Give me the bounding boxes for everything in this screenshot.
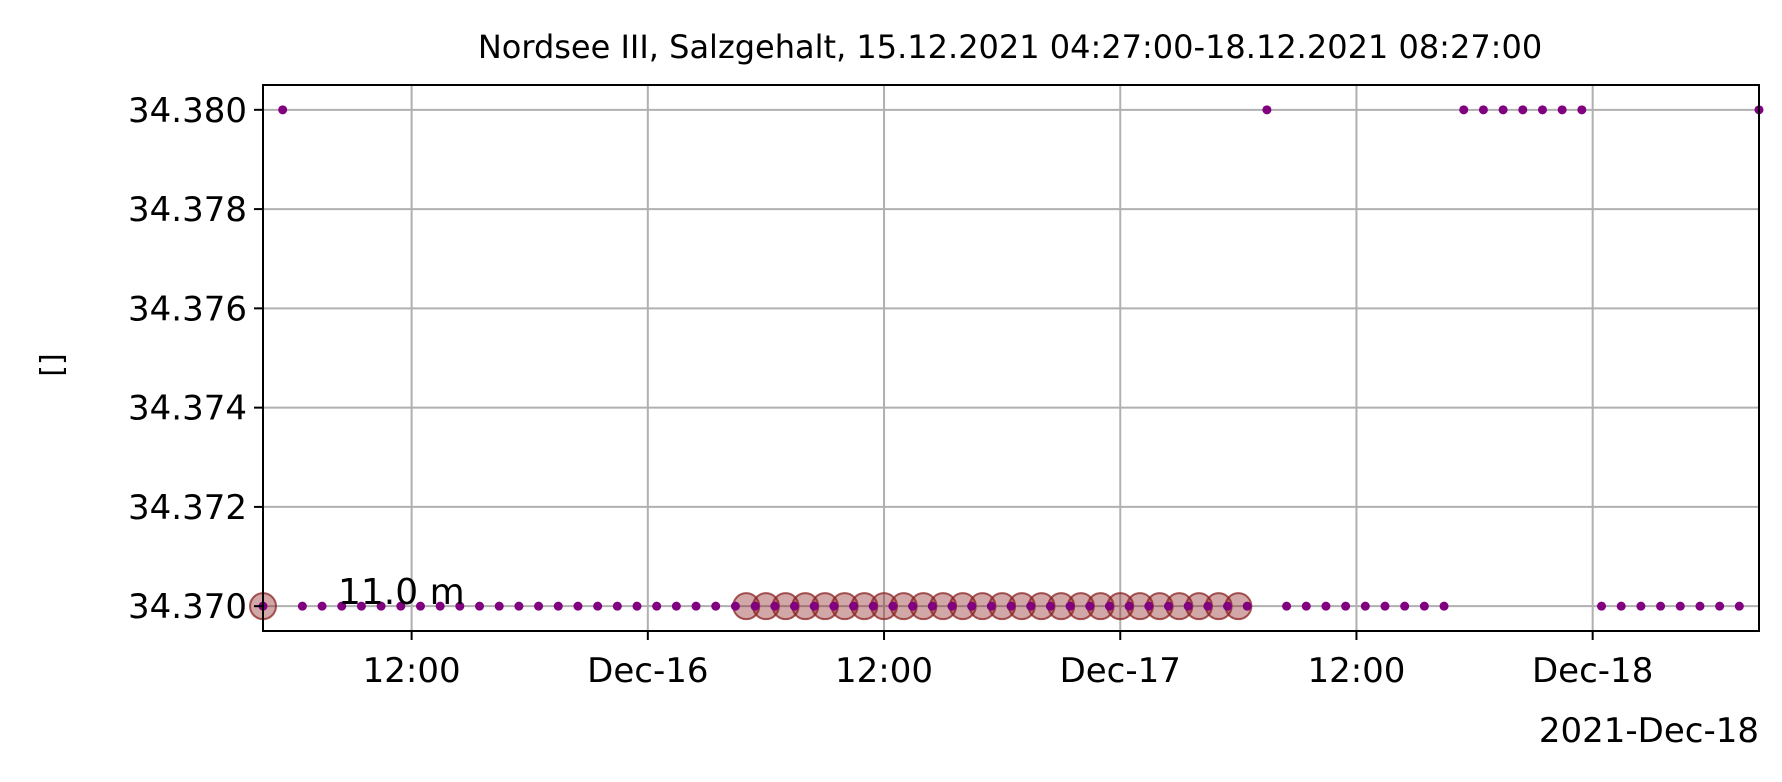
y-axis-label: [] [35, 353, 70, 376]
y-tick-label: 34.372 [128, 488, 247, 528]
depth-annotation: 11.0 m [338, 572, 465, 613]
data-point [356, 601, 366, 611]
data-point [1183, 601, 1193, 611]
data-point [888, 601, 898, 611]
y-tick-label: 34.378 [128, 190, 247, 230]
data-point [1577, 105, 1587, 115]
data-point [671, 601, 681, 611]
data-point [632, 601, 642, 611]
data-point [1616, 601, 1626, 611]
y-axis-ticks: 34.370 34.372 34.374 34.376 34.378 34.380 [128, 91, 263, 627]
data-point [1597, 601, 1607, 611]
grid-lines [263, 85, 1759, 631]
data-point [1557, 105, 1567, 115]
y-tick-label: 34.376 [128, 289, 247, 329]
data-point [1242, 601, 1252, 611]
data-point [947, 601, 957, 611]
data-point [1419, 601, 1429, 611]
data-point [1026, 601, 1036, 611]
data-point [317, 601, 327, 611]
data-point [435, 601, 445, 611]
data-point [711, 601, 721, 611]
data-point [573, 601, 583, 611]
data-point [1498, 105, 1508, 115]
x-tick-label: 12:00 [1307, 651, 1405, 691]
data-point [494, 601, 504, 611]
x-axis-ticks: 12:00 Dec-16 12:00 Dec-17 12:00 Dec-18 [363, 631, 1653, 691]
data-points [258, 105, 1764, 611]
data-point [750, 601, 760, 611]
data-point [1301, 601, 1311, 611]
chart-title: Nordsee III, Salzgehalt, 15.12.2021 04:2… [478, 28, 1542, 66]
data-point [849, 601, 859, 611]
data-point [534, 601, 544, 611]
x-tick-label: 12:00 [363, 651, 461, 691]
data-point [1360, 601, 1370, 611]
data-point [1636, 601, 1646, 611]
x-tick-label: 12:00 [835, 651, 933, 691]
data-point [396, 601, 406, 611]
data-point [553, 601, 563, 611]
data-point [1400, 601, 1410, 611]
data-point [1085, 601, 1095, 611]
data-point [1518, 105, 1528, 115]
data-point [514, 601, 524, 611]
data-point [1006, 601, 1016, 611]
data-point [809, 601, 819, 611]
data-point [868, 601, 878, 611]
data-point [1223, 601, 1233, 611]
data-point [593, 601, 603, 611]
y-tick-label: 34.380 [128, 91, 247, 131]
data-point [1695, 601, 1705, 611]
data-point [789, 601, 799, 611]
data-point [455, 601, 465, 611]
data-point [691, 601, 701, 611]
data-point [1439, 601, 1449, 611]
data-point [1282, 601, 1292, 611]
data-point [730, 601, 740, 611]
data-point [415, 601, 425, 611]
data-point [908, 601, 918, 611]
x-tick-label: Dec-18 [1532, 651, 1653, 691]
data-point [475, 601, 485, 611]
data-point [278, 105, 288, 115]
data-point [1045, 601, 1055, 611]
data-point [829, 601, 839, 611]
data-point [1675, 601, 1685, 611]
data-point [1459, 105, 1469, 115]
data-point [1065, 601, 1075, 611]
data-point [1104, 601, 1114, 611]
data-point [1163, 601, 1173, 611]
x-tick-label: Dec-17 [1060, 651, 1181, 691]
data-point [1262, 105, 1272, 115]
data-point [1537, 105, 1547, 115]
x-tick-label: Dec-16 [587, 651, 708, 691]
y-tick-label: 34.374 [128, 389, 247, 429]
data-point [652, 601, 662, 611]
data-point [1656, 601, 1666, 611]
y-tick-label: 34.370 [128, 587, 247, 627]
data-point [1715, 601, 1725, 611]
data-point [986, 601, 996, 611]
data-point [1734, 601, 1744, 611]
data-point [1124, 601, 1134, 611]
data-point [770, 601, 780, 611]
data-point [1380, 601, 1390, 611]
plot-frame [262, 84, 1760, 632]
data-point [967, 601, 977, 611]
data-point [1341, 601, 1351, 611]
data-point [1478, 105, 1488, 115]
data-point [337, 601, 347, 611]
data-point [1203, 601, 1213, 611]
data-point [1144, 601, 1154, 611]
data-point [612, 601, 622, 611]
x-axis-offset-label: 2021-Dec-18 [1539, 711, 1759, 751]
data-point [297, 601, 307, 611]
data-point [927, 601, 937, 611]
data-point [376, 601, 386, 611]
data-point [1321, 601, 1331, 611]
